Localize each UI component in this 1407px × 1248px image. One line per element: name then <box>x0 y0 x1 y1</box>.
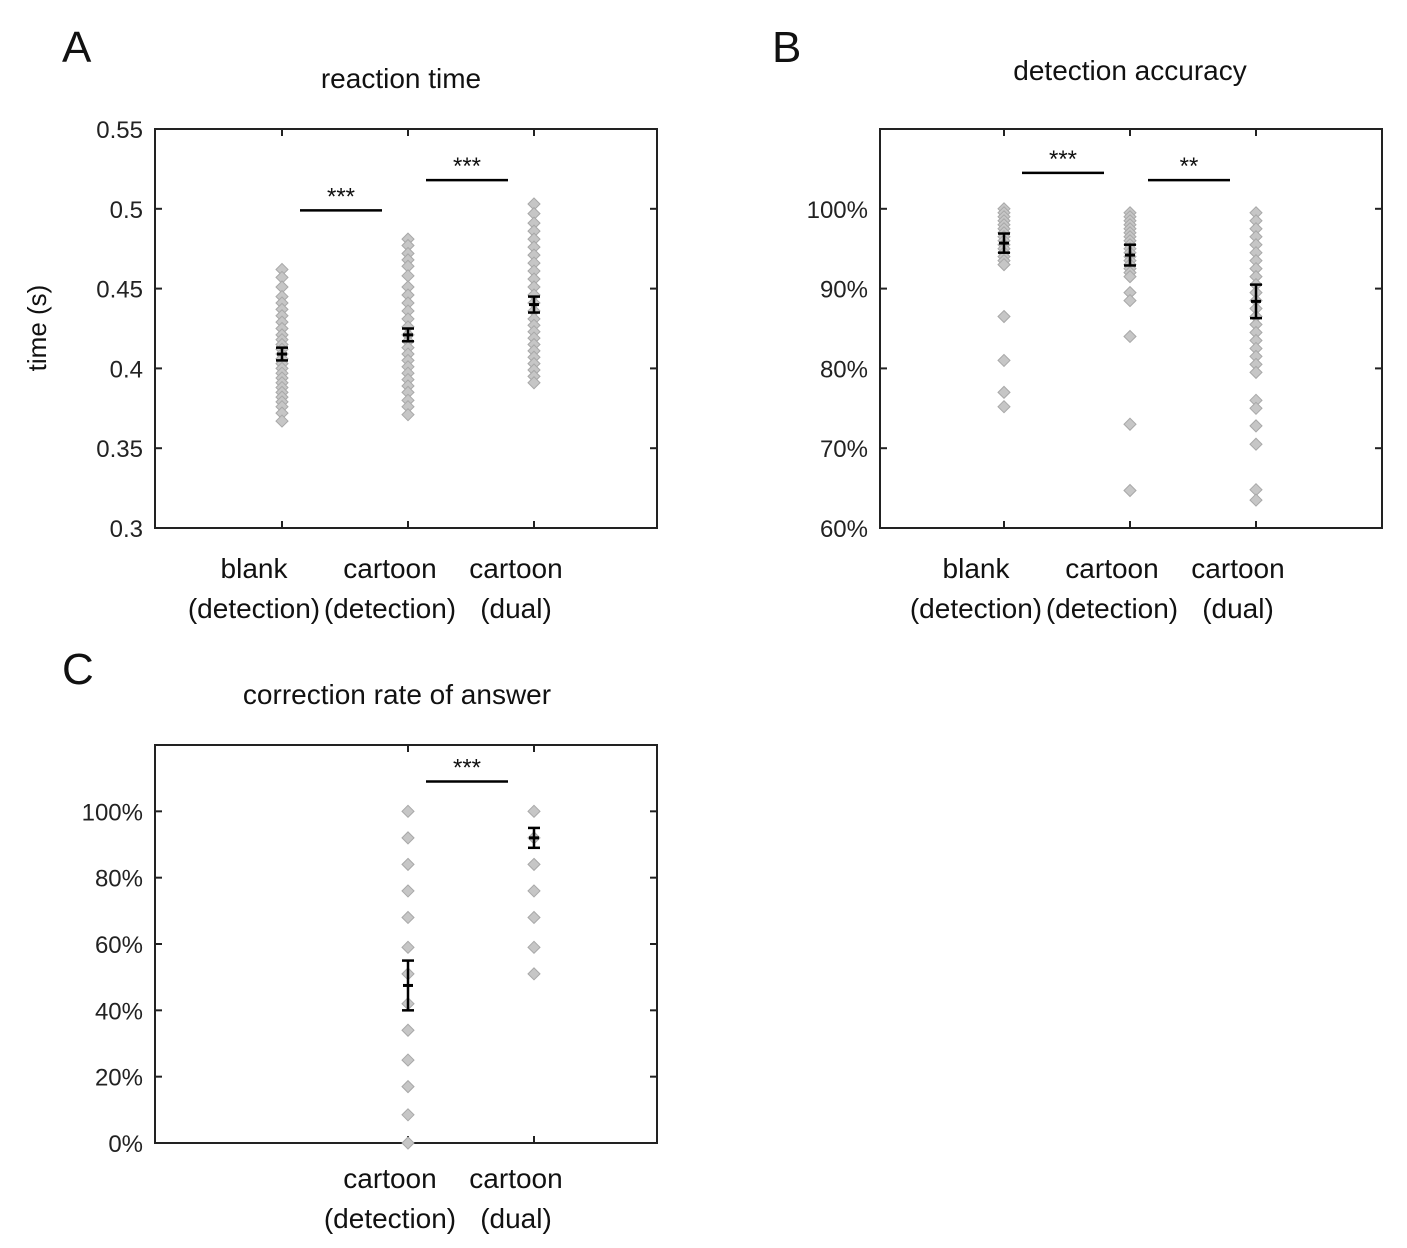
data-point <box>401 1108 415 1122</box>
data-point <box>1249 401 1263 416</box>
significance-label: *** <box>1049 146 1077 173</box>
y-tick-label: 0.3 <box>110 516 143 543</box>
data-point <box>1123 269 1137 284</box>
data-point <box>1249 493 1263 507</box>
data-point <box>401 831 415 845</box>
y-tick-label: 0.5 <box>110 197 143 224</box>
panel-letter: B <box>772 23 801 72</box>
category-sublabel: (detection) <box>324 1203 456 1234</box>
data-point <box>527 884 541 898</box>
category-label: cartoon <box>469 553 562 584</box>
data-point <box>401 910 415 925</box>
y-tick-label: 0.45 <box>96 277 143 304</box>
data-point <box>401 269 415 283</box>
panel-title: detection accuracy <box>1013 55 1246 86</box>
y-tick-label: 0.55 <box>96 117 143 144</box>
category-sublabel: (detection) <box>188 593 320 624</box>
data-point <box>275 414 289 428</box>
data-point <box>1249 419 1263 433</box>
panel-letter: A <box>62 23 92 72</box>
category-sublabel: (dual) <box>1202 593 1274 624</box>
significance-label: ** <box>1180 153 1199 180</box>
data-point <box>997 353 1011 368</box>
data-point <box>1249 365 1263 380</box>
data-point <box>1123 293 1137 308</box>
data-point <box>997 309 1011 324</box>
y-tick-label: 100% <box>82 799 143 826</box>
data-point <box>527 804 541 819</box>
data-point <box>401 884 415 898</box>
y-tick-label: 60% <box>95 932 143 959</box>
plot-frame <box>154 128 658 529</box>
data-point <box>401 1136 415 1150</box>
data-point <box>401 1023 415 1037</box>
data-point <box>401 804 415 819</box>
category-sublabel: (detection) <box>910 593 1042 624</box>
panel-title: correction rate of answer <box>243 679 551 710</box>
category-label: blank <box>221 553 289 584</box>
plot-frame <box>879 128 1383 529</box>
significance-label: *** <box>327 183 355 210</box>
y-tick-label: 100% <box>807 197 868 224</box>
category-sublabel: (detection) <box>324 593 456 624</box>
significance-label: *** <box>453 153 481 180</box>
data-point <box>527 376 541 390</box>
panel-title: reaction time <box>321 63 481 94</box>
data-point <box>1123 417 1137 431</box>
y-tick-label: 70% <box>820 436 868 463</box>
data-point <box>401 1053 415 1067</box>
category-label: cartoon <box>1191 553 1284 584</box>
data-point <box>401 940 415 955</box>
data-point <box>401 857 415 872</box>
data-point <box>401 407 415 422</box>
category-sublabel: (detection) <box>1046 593 1178 624</box>
y-tick-label: 40% <box>95 998 143 1025</box>
y-axis-label: time (s) <box>22 285 52 372</box>
data-point <box>1123 483 1137 498</box>
y-tick-label: 80% <box>820 356 868 383</box>
category-label: cartoon <box>469 1163 562 1194</box>
category-label: cartoon <box>343 553 436 584</box>
data-point <box>527 857 541 872</box>
category-sublabel: (dual) <box>480 593 552 624</box>
significance-label: *** <box>453 754 481 781</box>
data-point <box>1249 437 1263 451</box>
y-tick-label: 0.4 <box>110 356 143 383</box>
category-sublabel: (dual) <box>480 1203 552 1234</box>
data-point <box>401 1079 415 1094</box>
y-tick-label: 0% <box>108 1131 143 1158</box>
panel-a: A reaction time time (s) 0.3 0.35 0.4 0.45 0… <box>22 23 658 624</box>
data-point <box>527 940 541 955</box>
y-tick-label: 90% <box>820 277 868 304</box>
y-tick-label: 60% <box>820 516 868 543</box>
data-point <box>527 967 541 981</box>
y-tick-label: 80% <box>95 866 143 893</box>
data-point <box>997 257 1011 272</box>
panel-letter: C <box>62 645 94 694</box>
y-tick-label: 0.35 <box>96 436 143 463</box>
category-label: cartoon <box>1065 553 1158 584</box>
data-point <box>997 385 1011 400</box>
y-tick-label: 20% <box>95 1065 143 1092</box>
panel-c: C correction rate of answer 0% 20% 40% 60% 8… <box>62 645 658 1234</box>
category-label: cartoon <box>343 1163 436 1194</box>
panel-b: B detection accuracy 60% 70% 80% 90% 100% bla… <box>772 23 1383 624</box>
data-point <box>527 910 541 925</box>
data-point <box>1123 329 1137 344</box>
category-label: blank <box>943 553 1011 584</box>
data-point <box>997 399 1011 414</box>
